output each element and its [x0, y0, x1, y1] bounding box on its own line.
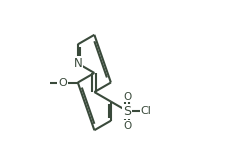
Text: S: S: [123, 105, 132, 118]
Text: O: O: [58, 78, 67, 88]
Text: O: O: [123, 92, 132, 102]
Text: Cl: Cl: [141, 106, 151, 116]
Text: N: N: [73, 57, 82, 70]
Text: O: O: [123, 121, 132, 131]
